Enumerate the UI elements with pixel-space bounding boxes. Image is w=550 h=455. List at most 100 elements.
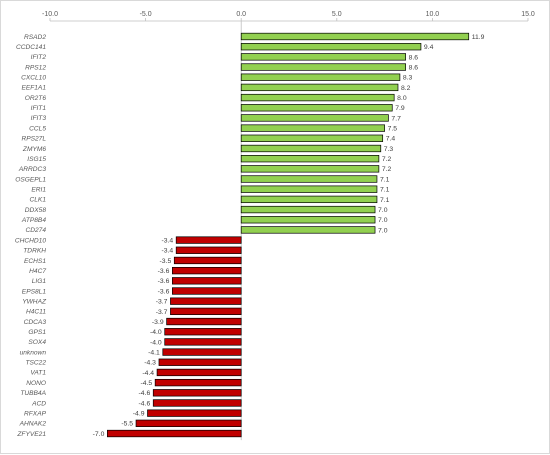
- category-label: TSC22: [25, 360, 46, 367]
- value-label: 7.0: [378, 227, 388, 234]
- x-tick-label: 0.0: [236, 11, 246, 18]
- bar-unknown: [162, 348, 242, 356]
- x-tick-label: -10.0: [42, 11, 58, 18]
- category-label: CCL5: [29, 125, 46, 132]
- bar-EEF1A1: [240, 83, 399, 92]
- bar-LIG1: [172, 277, 242, 285]
- value-label: 7.1: [380, 187, 390, 194]
- bar-ERI1: [240, 185, 378, 193]
- category-label: OR2T6: [25, 95, 47, 102]
- bar-ACD: [152, 399, 242, 407]
- bar-CHCHD10: [175, 236, 242, 244]
- bar-SOX4: [164, 338, 242, 346]
- category-label: LIG1: [32, 278, 47, 285]
- value-label: 8.2: [401, 85, 411, 92]
- bars-group: [107, 32, 470, 438]
- category-label: NONO: [26, 380, 46, 387]
- bar-IFIT2: [240, 53, 406, 61]
- bar-RPS27L: [240, 134, 384, 142]
- category-label: unknown: [20, 349, 47, 356]
- bar-IFIT3: [240, 114, 389, 122]
- category-label: TUBB4A: [20, 390, 46, 397]
- value-label: -4.1: [148, 349, 160, 356]
- value-label: -3.6: [158, 278, 170, 285]
- x-tick-label: 15.0: [521, 11, 535, 18]
- value-label: 7.0: [378, 207, 388, 214]
- category-label: OSGEPL1: [15, 176, 46, 183]
- category-label: RFXAP: [24, 410, 47, 417]
- bar-OR2T6: [240, 93, 395, 102]
- bar-ZFYVE21: [107, 429, 242, 438]
- category-label: RSAD2: [24, 34, 46, 41]
- value-label: -4.5: [140, 380, 152, 387]
- value-label: -3.4: [161, 248, 173, 255]
- value-label: -4.0: [150, 329, 162, 336]
- bar-ARRDC3: [240, 165, 380, 173]
- value-label: 7.1: [380, 197, 390, 204]
- bar-NONO: [154, 378, 242, 387]
- bar-GPS1: [164, 328, 242, 336]
- value-label: 7.0: [378, 217, 388, 224]
- value-label: -4.0: [150, 339, 162, 346]
- category-label: H4C7: [29, 268, 46, 275]
- category-label: CDCA3: [24, 319, 47, 326]
- category-label: AHNAK2: [19, 421, 47, 428]
- bar-DDX58: [240, 205, 376, 214]
- value-label: 7.3: [384, 146, 394, 153]
- value-label: -4.6: [139, 390, 151, 397]
- bar-EPS8L1: [172, 287, 242, 295]
- category-label: GPS1: [28, 329, 46, 336]
- bar-TDRKH: [175, 246, 242, 254]
- value-label: -7.0: [93, 431, 105, 438]
- category-labels-group: RSAD2 CCDC141 IFIT2 RPS12 CXCL10 EEF1A1 OR2T6 I…: [15, 34, 47, 438]
- bar-ZMYM6: [240, 144, 382, 153]
- bar-CDCA3: [166, 317, 242, 326]
- value-label: -4.4: [142, 370, 154, 377]
- value-label: 8.6: [409, 54, 419, 61]
- value-label: -3.6: [158, 288, 170, 295]
- value-label: 7.7: [391, 115, 401, 122]
- bar-CXCL10: [240, 73, 401, 81]
- value-label: 7.1: [380, 176, 390, 183]
- value-label: 7.5: [388, 126, 398, 133]
- bar-CCDC141: [240, 43, 422, 51]
- bar-TSC22: [158, 358, 242, 366]
- value-label: -4.3: [144, 360, 156, 367]
- category-label: ARRDC3: [18, 166, 46, 173]
- category-label: RPS27L: [21, 136, 46, 143]
- value-label: -3.7: [156, 309, 168, 316]
- bar-RPS12: [240, 63, 406, 71]
- x-tick-label: -5.0: [140, 11, 152, 18]
- bar-YWHAZ: [170, 297, 242, 305]
- value-label: 8.3: [403, 75, 413, 82]
- value-labels-group: 11.9 9.4 8.6 8.6 8.3 8.2 8.0 7.9 7.7 7.5 7.4 7.3 7.2…: [93, 34, 485, 438]
- category-label: EPS8L1: [22, 288, 47, 295]
- category-label: DDX58: [25, 207, 47, 214]
- category-label: CCDC141: [16, 44, 46, 51]
- category-label: ISG15: [27, 156, 46, 163]
- category-label: ATP8B4: [21, 217, 46, 224]
- category-label: IFIT1: [31, 105, 47, 112]
- category-label: CD274: [25, 227, 46, 234]
- bar-OSGEPL1: [240, 175, 378, 183]
- bar-TUBB4A: [152, 389, 242, 397]
- bar-AHNAK2: [135, 419, 242, 427]
- category-label: ERI1: [31, 187, 46, 194]
- category-label: IFIT2: [31, 54, 47, 61]
- value-label: -5.5: [121, 421, 133, 428]
- value-label: 9.4: [424, 44, 434, 51]
- category-label: VAT1: [30, 370, 46, 377]
- value-label: 11.9: [472, 34, 485, 41]
- bar-CLK1: [240, 195, 378, 204]
- bar-ISG15: [240, 155, 380, 163]
- bar-CCL5: [240, 124, 385, 132]
- category-label: CXCL10: [21, 75, 46, 82]
- bar-ATP8B4: [240, 216, 376, 224]
- value-label: 7.9: [395, 105, 405, 112]
- bar-ECHS1: [173, 256, 242, 265]
- bar-CD274: [240, 226, 376, 234]
- value-label: 8.6: [409, 64, 419, 71]
- category-label: ZMYM6: [22, 146, 46, 153]
- value-label: -4.9: [133, 411, 145, 418]
